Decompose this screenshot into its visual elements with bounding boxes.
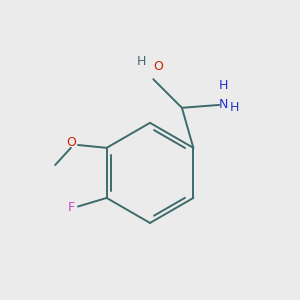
Text: H: H <box>230 101 239 114</box>
Text: F: F <box>67 201 74 214</box>
Text: H: H <box>219 79 228 92</box>
Text: O: O <box>153 61 163 74</box>
Text: N: N <box>219 98 228 111</box>
Text: O: O <box>66 136 76 148</box>
Text: H: H <box>137 55 146 68</box>
